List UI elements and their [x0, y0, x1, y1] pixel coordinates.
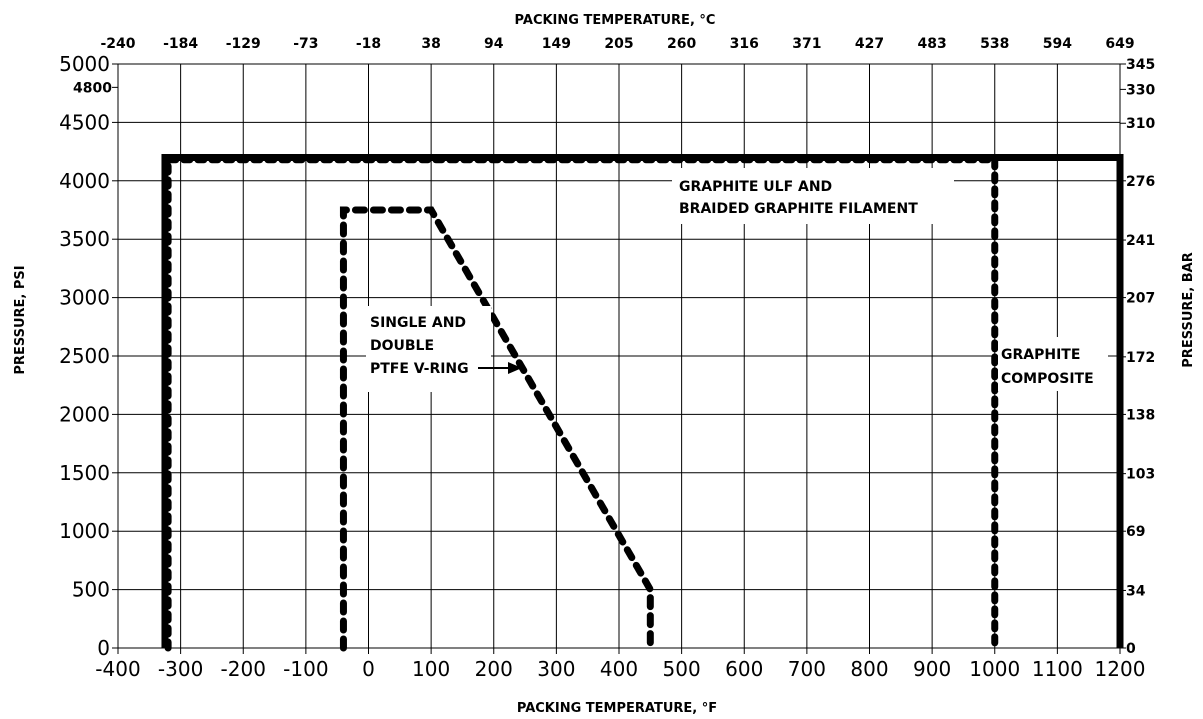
- right-tick-label: 241: [1126, 233, 1155, 249]
- top-tick-label: 316: [730, 36, 759, 52]
- y-tick-label: 5000: [59, 52, 110, 76]
- y-axis-title: PRESSURE, PSI: [13, 265, 28, 374]
- right-tick-label: 276: [1126, 174, 1155, 190]
- annotation-graphite-ulf-line-2: BRAIDED GRAPHITE FILAMENT: [679, 201, 918, 217]
- right-tick-label: 103: [1126, 467, 1155, 483]
- right-tick-label: 207: [1126, 291, 1155, 307]
- right-tick-label: 69: [1126, 524, 1145, 540]
- ptfe-arrow-head: [508, 362, 522, 374]
- series-line-dashed: [339, 206, 654, 652]
- annotation-ptfe-v-ring: SINGLE AND DOUBLE PTFE V-RING: [366, 306, 522, 392]
- top-tick-label: -240: [100, 36, 135, 52]
- x-tick-label: 500: [663, 657, 701, 681]
- x-tick-label: 800: [850, 657, 888, 681]
- right-axis-title: PRESSURE, BAR: [1181, 252, 1196, 367]
- annotation-ptfe-bg: [366, 306, 491, 392]
- annotation-graphite-composite-line-2: COMPOSITE: [1001, 371, 1094, 387]
- right-tick-label: 172: [1126, 350, 1155, 366]
- top-tick-label: -73: [293, 36, 318, 52]
- x-tick-label: 700: [788, 657, 826, 681]
- top-axis-title: PACKING TEMPERATURE, °C: [515, 13, 716, 28]
- annotation-graphite-composite-bg: [998, 337, 1108, 391]
- top-tick-label: 538: [980, 36, 1009, 52]
- right-tick-label: 0: [1126, 641, 1136, 657]
- x-tick-label: 1000: [969, 657, 1020, 681]
- x-tick-label: 100: [412, 657, 450, 681]
- y-tick-label: 1000: [59, 519, 110, 543]
- top-tick-label: 260: [667, 36, 696, 52]
- annotation-graphite-ulf-line-1: GRAPHITE ULF AND: [679, 179, 832, 195]
- top-tick-label: -184: [163, 36, 198, 52]
- right-tick-label: 34: [1126, 583, 1146, 599]
- top-tick-label: 38: [421, 36, 440, 52]
- y-tick-label: 4500: [59, 110, 110, 134]
- y-tick-label: 500: [72, 578, 110, 602]
- top-tick-label: 649: [1105, 36, 1134, 52]
- y-tick-label: 1500: [59, 461, 110, 485]
- x-tick-label: 400: [600, 657, 638, 681]
- annotation-graphite-composite: GRAPHITE COMPOSITE: [998, 337, 1108, 391]
- x-tick-label: 200: [475, 657, 513, 681]
- annotation-ptfe-line-3: PTFE V-RING: [370, 361, 469, 377]
- x-tick-label: 300: [537, 657, 575, 681]
- grid: [112, 63, 1126, 654]
- y-tick-label-extra: 4800: [73, 80, 112, 96]
- right-tick-label: 310: [1126, 116, 1155, 132]
- annotation-ptfe-line-1: SINGLE AND: [370, 315, 466, 331]
- y-tick-label: 2000: [59, 402, 110, 426]
- series-lines: [161, 153, 1124, 652]
- x-tick-label: 1200: [1095, 657, 1146, 681]
- x-tick-label: 0: [362, 657, 375, 681]
- y-tick-label: 3000: [59, 286, 110, 310]
- top-tick-label: -18: [356, 36, 381, 52]
- x-tick-label: 1100: [1032, 657, 1083, 681]
- right-tick-label: 330: [1126, 82, 1155, 98]
- x-axis-title: PACKING TEMPERATURE, °F: [517, 701, 717, 716]
- top-tick-label: 483: [918, 36, 947, 52]
- x-tick-label: -400: [95, 657, 140, 681]
- y-tick-label: 3500: [59, 227, 110, 251]
- top-tick-label: 205: [604, 36, 633, 52]
- tick-labels: -400 -240 -300 -184 -200 -129 -100 -73 0 -18 100 38…: [59, 36, 1155, 681]
- top-tick-label: 94: [484, 36, 504, 52]
- x-tick-label: -200: [221, 657, 266, 681]
- right-tick-label: 345: [1126, 57, 1155, 73]
- top-tick-label: 427: [855, 36, 884, 52]
- top-tick-label: 149: [542, 36, 571, 52]
- annotation-graphite-ulf-bg: [672, 168, 954, 224]
- annotation-ptfe-line-2: DOUBLE: [370, 338, 434, 354]
- right-tick-label: 138: [1126, 407, 1155, 423]
- top-tick-label: 594: [1043, 36, 1072, 52]
- x-tick-label: 600: [725, 657, 763, 681]
- annotation-graphite-ulf: GRAPHITE ULF AND BRAIDED GRAPHITE FILAME…: [672, 168, 954, 224]
- x-tick-label: 900: [913, 657, 951, 681]
- top-tick-label: -129: [226, 36, 261, 52]
- y-tick-label: 2500: [59, 344, 110, 368]
- x-tick-label: -100: [283, 657, 328, 681]
- x-tick-label: -300: [158, 657, 203, 681]
- y-tick-label: 4000: [59, 169, 110, 193]
- annotation-graphite-composite-line-1: GRAPHITE: [1001, 347, 1080, 363]
- top-tick-label: 371: [792, 36, 821, 52]
- y-tick-label: 0: [97, 636, 110, 660]
- series-line-dotted: [164, 156, 999, 652]
